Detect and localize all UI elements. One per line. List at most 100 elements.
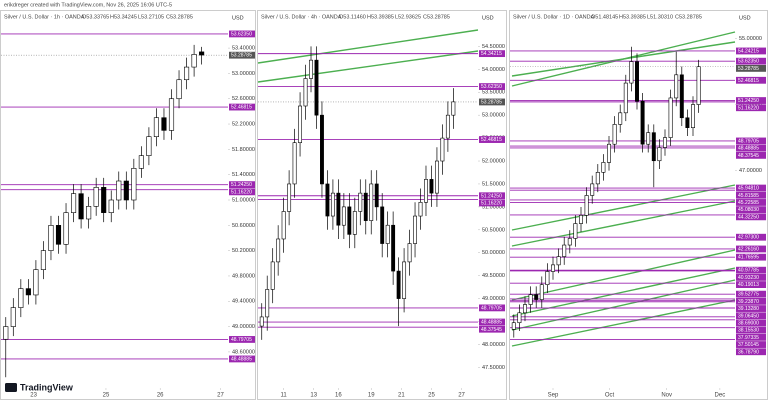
candle-body xyxy=(674,74,679,99)
ohlc-value: H53.34245 xyxy=(110,14,137,20)
level-label: 51.16220 xyxy=(481,200,502,206)
level-label-box xyxy=(736,245,766,253)
x-tick-label: 21 xyxy=(398,393,405,399)
level-label: 39.23870 xyxy=(738,299,759,305)
x-tick-label: Dec xyxy=(715,393,726,399)
level-label: 45.81585 xyxy=(738,193,759,199)
level-label: 39.52775 xyxy=(738,292,759,298)
level-label: 48.48885 xyxy=(481,320,502,326)
candle-body xyxy=(131,168,137,201)
candle-body xyxy=(78,193,84,220)
ohlc-value: C53.28785 xyxy=(675,14,702,20)
level-label: 38.69000 xyxy=(738,320,759,326)
candle-body xyxy=(101,187,107,213)
candle-body xyxy=(168,98,175,131)
x-tick-label: 25 xyxy=(428,393,435,399)
last-price-label-box xyxy=(479,98,505,106)
ohlc-value: C53.28785 xyxy=(166,14,193,20)
level-label-box xyxy=(479,304,505,312)
candle-body xyxy=(539,284,544,300)
level-label: 53.62350 xyxy=(481,84,502,90)
candle-body xyxy=(276,238,281,263)
last-price-label-box xyxy=(736,64,766,72)
candle-body xyxy=(663,137,667,148)
x-tick-label: 19 xyxy=(368,393,375,399)
panel-title: Silver / U.S. Dollar · 1D · OANDA xyxy=(513,14,595,20)
trendline xyxy=(511,279,736,331)
level-label-box xyxy=(736,199,766,206)
ohlc-value: H53.39385 xyxy=(619,14,646,20)
level-label: 53.62350 xyxy=(231,31,252,37)
candle-body xyxy=(161,117,167,131)
level-label-box xyxy=(736,57,766,65)
candle-body xyxy=(635,61,639,102)
trendline xyxy=(511,200,736,247)
y-tick-label: 51.00000 xyxy=(232,197,255,203)
candle-body xyxy=(48,225,54,251)
trendline xyxy=(511,41,736,77)
candle-body xyxy=(685,117,690,128)
y-tick-label: 53.00000 xyxy=(232,71,255,77)
level-label-box xyxy=(736,319,766,327)
level-label: 37.97335 xyxy=(738,335,759,341)
level-label-box xyxy=(736,273,766,281)
candle-body xyxy=(287,183,292,212)
level-label: 45.08030 xyxy=(738,207,759,213)
candle-body xyxy=(556,256,561,266)
ohlc-value: O53.11460 xyxy=(339,14,366,20)
candle-body xyxy=(407,243,412,263)
candle-body xyxy=(369,183,374,221)
panel-title: Silver / U.S. Dollar · 1h · OANDA xyxy=(4,14,85,20)
candle-body xyxy=(429,179,434,194)
level-label: 44.32250 xyxy=(738,214,759,220)
candle-body xyxy=(618,112,623,125)
y-tick-label: 51.50000 xyxy=(482,181,505,187)
candle-body xyxy=(402,261,407,299)
level-label-box xyxy=(736,297,766,305)
candle-body xyxy=(545,271,550,286)
candle-body xyxy=(40,250,46,270)
level-label: 48.79705 xyxy=(738,138,759,144)
candle-body xyxy=(534,294,539,300)
candle-body xyxy=(440,137,445,162)
candle-body xyxy=(573,223,578,239)
x-tick-label: Sep xyxy=(548,393,559,399)
level-label: 48.37545 xyxy=(738,153,759,159)
candle-body xyxy=(696,66,701,105)
candle-body xyxy=(413,215,417,244)
level-label-box xyxy=(229,188,255,196)
candle-body xyxy=(86,206,92,220)
y-tick-label: 52.60000 xyxy=(232,96,255,102)
candle-body xyxy=(445,114,450,139)
trendlines xyxy=(257,29,736,347)
candle-body xyxy=(330,192,335,217)
candle-body xyxy=(511,322,516,330)
candle-body xyxy=(3,326,9,340)
candle-body xyxy=(629,61,634,84)
x-tick-label: 27 xyxy=(458,393,465,399)
candle-body xyxy=(10,307,16,327)
candle-body xyxy=(523,304,527,314)
ohlc-value: O53.33765 xyxy=(82,14,109,20)
x-tick-label: 25 xyxy=(103,393,110,399)
level-label-box xyxy=(229,103,255,111)
candle-body xyxy=(590,183,595,196)
y-tick-label: 48.60000 xyxy=(232,349,255,355)
last-price-label: 53.28785 xyxy=(481,99,502,105)
y-tick-label: 53.00000 xyxy=(482,113,505,119)
level-label-box xyxy=(479,199,505,207)
level-label-box xyxy=(736,326,766,334)
candle-body xyxy=(352,211,357,235)
candle-body xyxy=(418,201,423,217)
candle-body xyxy=(595,172,600,185)
level-label: 52.46815 xyxy=(738,78,759,84)
candle-body xyxy=(358,192,363,212)
candle-body xyxy=(116,180,122,201)
y-tick-label: 49.00000 xyxy=(482,296,505,302)
candle-body xyxy=(657,147,662,162)
x-tick-label: 16 xyxy=(335,393,342,399)
candle-body xyxy=(640,100,645,145)
trendline xyxy=(511,249,736,301)
y-tick-label: 49.50000 xyxy=(482,273,505,279)
candle-body xyxy=(579,214,583,224)
